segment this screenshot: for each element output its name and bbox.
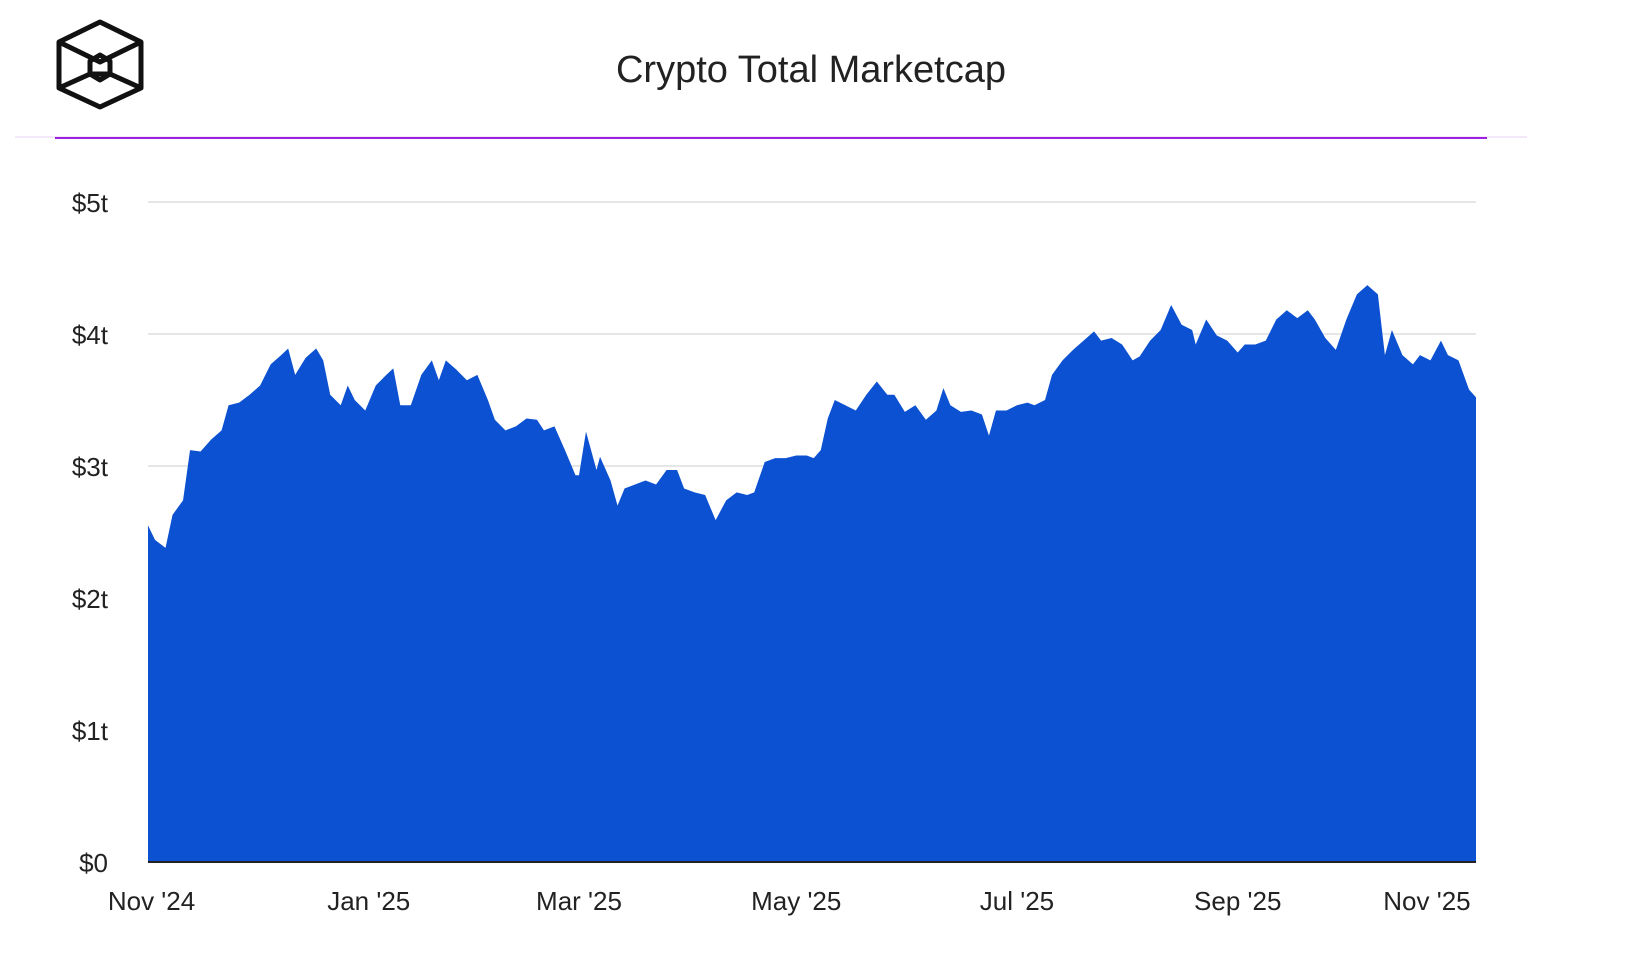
x-tick-label: Nov '25	[1383, 886, 1470, 916]
y-tick-label: $4t	[72, 320, 109, 350]
x-tick-label: May '25	[751, 886, 841, 916]
y-tick-label: $5t	[72, 188, 109, 218]
x-tick-label: Sep '25	[1194, 886, 1281, 916]
x-tick-label: Nov '24	[108, 886, 195, 916]
y-tick-label: $3t	[72, 452, 109, 482]
y-tick-label: $2t	[72, 584, 109, 614]
x-tick-label: Mar '25	[536, 886, 622, 916]
x-tick-label: Jul '25	[980, 886, 1054, 916]
x-tick-label: Jan '25	[327, 886, 410, 916]
y-tick-label: $0	[79, 848, 108, 878]
logo	[56, 19, 144, 110]
y-tick-label: $1t	[72, 716, 109, 746]
chart-title: Crypto Total Marketcap	[616, 49, 1006, 91]
area	[148, 285, 1476, 862]
